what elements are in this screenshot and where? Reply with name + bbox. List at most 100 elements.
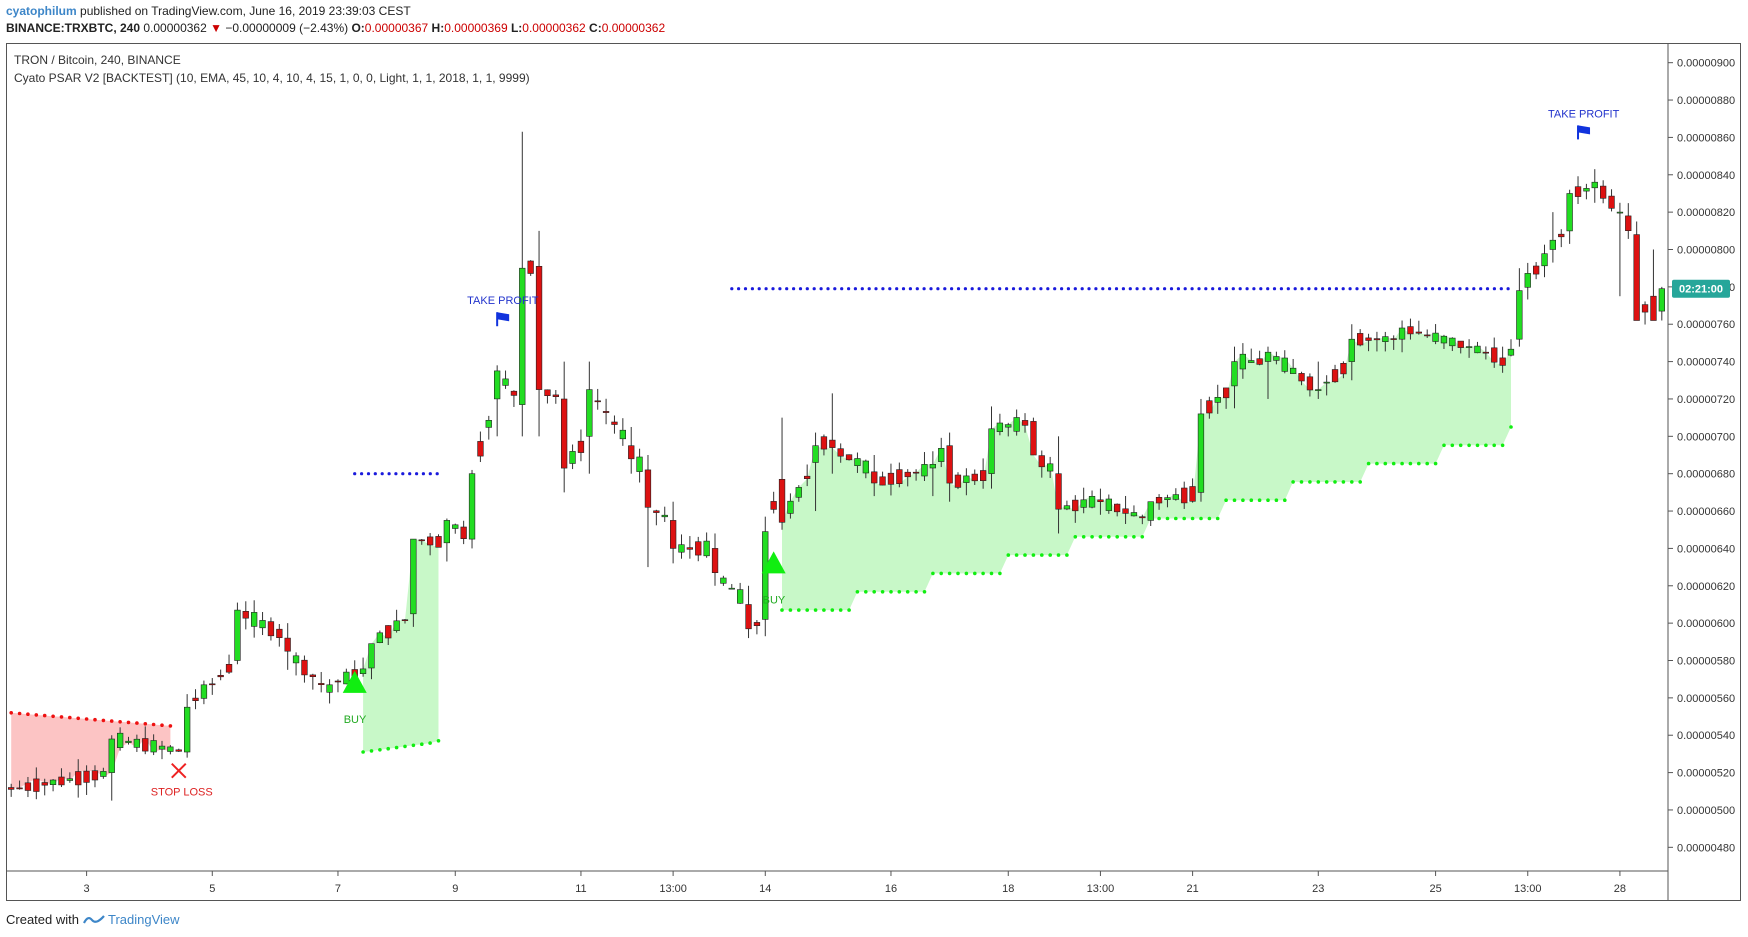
open-value: 0.00000367 [364, 21, 429, 35]
target-dot [963, 287, 968, 291]
psar-dot [1065, 553, 1069, 557]
target-dot [1376, 287, 1380, 291]
target-dot [1060, 287, 1064, 291]
target-dot [1018, 287, 1022, 291]
target-dot [1101, 287, 1105, 291]
price-tick-label: 0.00000720 [1677, 394, 1735, 406]
candle-body [200, 684, 208, 699]
candle-body [879, 476, 886, 486]
target-dot [1451, 287, 1455, 291]
target-dot [929, 287, 933, 291]
current-price-tag [1672, 279, 1730, 298]
target-dot [1286, 287, 1290, 291]
target-dot [401, 472, 405, 476]
psar-dot [1383, 461, 1388, 466]
candle-body [1055, 473, 1062, 510]
candle-body [133, 738, 140, 748]
price-axis: 0.00000480 0.00000500 0.00000520 0.00000540… [1667, 44, 1735, 900]
candle-body [1155, 496, 1163, 504]
candle-body [602, 411, 610, 413]
psar-dot [1291, 480, 1295, 484]
time-tick-label: 28 [1614, 883, 1626, 895]
psar-dot [403, 744, 407, 749]
candle-body [686, 547, 693, 550]
candle-body [1365, 337, 1372, 341]
candle-body [644, 469, 652, 508]
target-dot [860, 287, 864, 291]
time-tick-label: 11 [575, 883, 586, 895]
psar-dot [34, 713, 39, 717]
psar-dot [914, 590, 918, 594]
legend-indicator: Cyato PSAR V2 [BACKTEST] (10, EMA, 45, 1… [14, 71, 530, 85]
target-dot [387, 472, 391, 476]
candle-body [1164, 497, 1171, 501]
stop-loss-x-icon [171, 763, 187, 779]
target-dot [1039, 287, 1043, 291]
take-profit-flag-icon [497, 312, 510, 322]
price-tick-label: 0.00000660 [1677, 506, 1735, 518]
candle-body [1290, 367, 1297, 374]
author-link[interactable]: cyatophilum [6, 4, 77, 18]
candle-body [1549, 239, 1556, 250]
candle-body [1633, 234, 1640, 321]
psar-dot [973, 571, 977, 576]
psar-dot [1341, 480, 1346, 484]
footer-brand-link[interactable]: TradingView [108, 912, 180, 927]
buy-label: BUY [344, 714, 367, 726]
target-dot [1190, 287, 1194, 291]
target-dot [1224, 287, 1228, 291]
footer-created-with: Created with [6, 912, 79, 927]
candle-body [1650, 295, 1657, 321]
candle-body [1005, 424, 1012, 428]
target-dot [991, 287, 995, 291]
psar-dot [1475, 443, 1480, 448]
candle-body [1348, 338, 1355, 362]
psar-dot [847, 608, 851, 612]
take-profit-flag-icon [1578, 125, 1591, 135]
target-dot [792, 287, 796, 291]
candle-body [66, 778, 73, 781]
target-dot [785, 287, 789, 291]
candle-body [1658, 288, 1665, 312]
psar-dot [101, 718, 106, 723]
psar-dot [1484, 443, 1488, 448]
psar-dot [378, 748, 382, 752]
candle-body [971, 473, 978, 482]
psar-dot [151, 722, 156, 727]
candle-body [770, 501, 777, 510]
target-dot [1149, 287, 1153, 291]
candle-body [1499, 357, 1506, 366]
buy-label: BUY [763, 594, 786, 606]
candle-body [251, 612, 258, 627]
candle-body [1105, 498, 1112, 511]
psar-dot [1425, 461, 1429, 466]
psar-dot [361, 750, 365, 754]
candle-body [1323, 381, 1330, 384]
candle-body [309, 674, 316, 678]
chart-frame[interactable] [6, 43, 1741, 901]
target-dot [1211, 287, 1215, 291]
target-dot [970, 287, 974, 291]
psar-dot [386, 746, 391, 751]
candle-body [854, 458, 861, 466]
candle-body [1063, 505, 1071, 510]
psar-dot [51, 714, 55, 719]
target-dot [998, 287, 1002, 291]
psar-dot [855, 590, 860, 594]
target-dot [1046, 287, 1050, 291]
psar-fill-area [363, 539, 439, 752]
candle-body [946, 445, 953, 484]
candle-body [1223, 387, 1230, 399]
candle-body [217, 674, 224, 678]
psar-dot [1241, 498, 1245, 503]
price-tick-label: 0.00000580 [1677, 656, 1735, 668]
psar-fill-area [11, 712, 171, 788]
target-dot [847, 287, 851, 291]
target-dot [901, 287, 906, 291]
candle-body [83, 770, 90, 783]
psar-dot [1500, 443, 1505, 448]
psar-dot [59, 715, 64, 719]
target-dot [1094, 287, 1098, 291]
price-tick-label: 0.00000500 [1677, 805, 1735, 817]
